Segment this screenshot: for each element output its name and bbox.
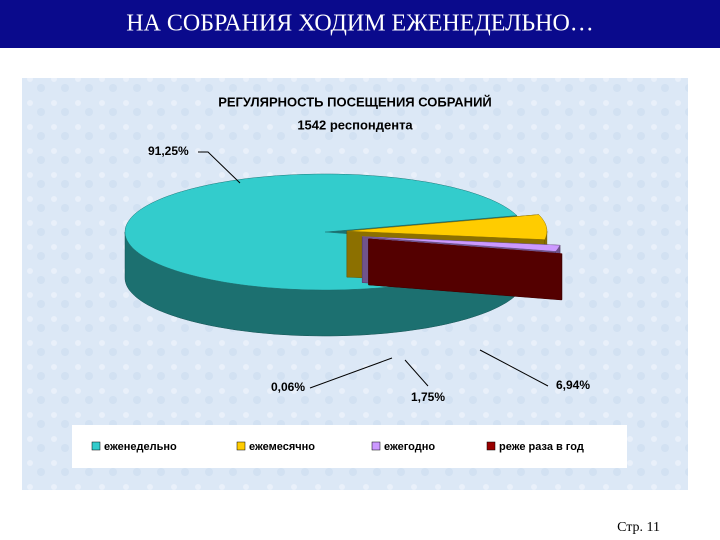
- legend-label: ежемесячно: [249, 441, 315, 453]
- slice: [346, 214, 548, 240]
- legend-label: реже раза в год: [499, 441, 584, 453]
- data-label: 1,75%: [411, 390, 445, 404]
- leader-line: [404, 359, 429, 387]
- leader-line: [198, 151, 241, 184]
- title-bar: [0, 0, 720, 48]
- legend-swatch: [236, 441, 246, 451]
- legend-swatch: [486, 441, 496, 451]
- data-label: 91,25%: [148, 144, 189, 158]
- pie: 91,25% 6,94% 1,75% 0,06%: [124, 144, 590, 404]
- legend-label: еженедельно: [104, 441, 177, 453]
- chart-subtitle: 1542 респондента: [297, 117, 413, 132]
- slice: [362, 236, 561, 252]
- leader-line: [309, 357, 393, 389]
- slice: [368, 238, 563, 255]
- leader-line: [479, 349, 549, 387]
- page-number: Стр. 11: [617, 520, 660, 535]
- legend-swatch: [371, 441, 381, 451]
- legend-label: ежегодно: [384, 441, 435, 453]
- slide-title: НА СОБРАНИЯ ХОДИМ ЕЖЕНЕДЕЛЬНО…: [126, 11, 594, 37]
- data-label: 0,06%: [271, 380, 305, 394]
- data-label: 6,94%: [556, 378, 590, 392]
- legend-swatch: [91, 441, 101, 451]
- legend: [72, 425, 627, 468]
- chart-title: РЕГУЛЯРНОСТЬ ПОСЕЩЕНИЯ СОБРАНИЙ: [218, 94, 492, 109]
